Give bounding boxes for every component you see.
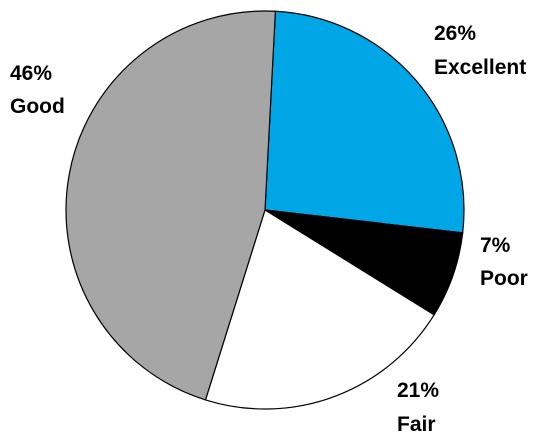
- slice-percent-label: 7%: [480, 234, 511, 257]
- pie-labels: 26% Excellent 7% Poor 21% Fair 46% Good: [10, 22, 528, 435]
- slice-category-label: Excellent: [434, 56, 526, 79]
- data-label-excellent: 26% Excellent: [434, 22, 526, 79]
- pie-slices: [65, 10, 465, 410]
- data-label-fair: 21% Fair: [397, 379, 439, 435]
- slice-category-label: Good: [10, 95, 65, 118]
- pie-slice-fair: [204, 209, 435, 410]
- pie-slice-excellent: [264, 10, 465, 234]
- slice-category-label: Fair: [397, 413, 436, 435]
- slice-percent-label: 21%: [397, 379, 439, 402]
- data-label-good: 46% Good: [10, 62, 65, 118]
- slice-percent-label: 26%: [434, 22, 476, 45]
- slice-category-label: Poor: [480, 267, 528, 290]
- data-label-poor: 7% Poor: [480, 234, 528, 290]
- slice-percent-label: 46%: [10, 62, 52, 85]
- pie-slice-good: [65, 10, 277, 401]
